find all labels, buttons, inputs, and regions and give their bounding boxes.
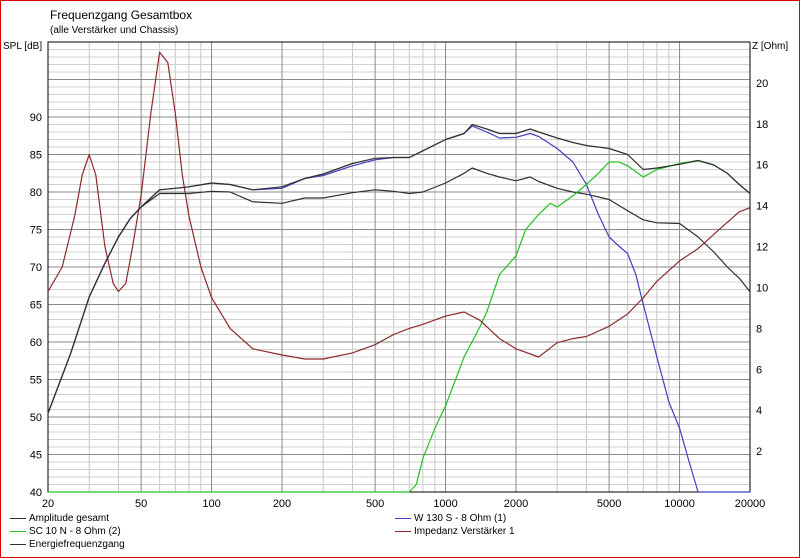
y2-axis-label: Z [Ohm] [752, 41, 789, 52]
legend-item: W 130 S - 8 Ohm (1) [395, 513, 506, 525]
legend-item: Impedanz Verstärker 1 [395, 526, 515, 538]
series-layer [47, 51, 751, 493]
y2-tick-label: 14 [756, 201, 768, 213]
y-tick-label: 65 [30, 300, 42, 312]
y-tick-label: 90 [30, 112, 42, 124]
x-tick-label: 100 [202, 498, 220, 510]
y2-tick-label: 12 [756, 242, 768, 254]
series-line-5 [47, 123, 751, 414]
x-tick-label: 20 [42, 498, 54, 510]
y-tick-label: 40 [30, 487, 42, 499]
series-line-3 [48, 159, 751, 493]
legend-label: Energiefrequenzgang [29, 539, 125, 550]
y-tick-label: 75 [30, 225, 42, 237]
x-tick-label: 10000 [664, 498, 695, 510]
legend-item: Amplitude gesamt [10, 513, 109, 525]
legend-label: SC 10 N - 8 Ohm (2) [29, 526, 121, 537]
series-line-1 [47, 167, 751, 414]
legend-item: Energiefrequenzgang [10, 539, 125, 551]
y-tick-label: 60 [30, 337, 42, 349]
y2-tick-label: 2 [756, 446, 762, 458]
y2-tick-label: 20 [756, 78, 768, 90]
series-line-2 [47, 125, 750, 493]
y-tick-label: 55 [30, 375, 42, 387]
y-tick-label: 85 [30, 150, 42, 162]
legend-label: Impedanz Verstärker 1 [414, 526, 515, 537]
legend-label: Amplitude gesamt [29, 513, 110, 524]
y2-tick-label: 6 [756, 364, 762, 376]
y2-tick-label: 8 [756, 323, 762, 335]
y2-tick-label: 10 [756, 282, 768, 294]
y2-tick-label: 18 [756, 119, 768, 131]
y-axis-label: SPL [dB] [3, 41, 43, 52]
x-tick-label: 5000 [597, 498, 621, 510]
legend-swatch [395, 530, 411, 532]
x-tick-label: 2000 [504, 498, 528, 510]
legend-item: SC 10 N - 8 Ohm (2) [10, 526, 121, 538]
y2-tick-label: 16 [756, 160, 768, 172]
y-tick-label: 80 [30, 187, 42, 199]
y-tick-label: 50 [30, 412, 42, 424]
series-line-4 [47, 51, 751, 360]
chart-title: Frequenzgang Gesamtbox [50, 8, 193, 22]
x-tick-label: 200 [273, 498, 291, 510]
y2-tick-label: 4 [756, 405, 762, 417]
x-tick-label: 1000 [433, 498, 457, 510]
y-tick-label: 70 [30, 262, 42, 274]
legend-swatch [10, 543, 26, 545]
y-tick-label: 45 [30, 450, 42, 462]
legend-swatch [395, 517, 411, 519]
legend-swatch [10, 517, 26, 519]
x-tick-label: 20000 [735, 498, 766, 510]
axis-ticks: 20 50 100 200 500 1000 2000 5000 10000 2000040455… [30, 78, 769, 510]
x-tick-label: 50 [135, 498, 147, 510]
x-tick-label: 500 [366, 498, 384, 510]
legend-label: W 130 S - 8 Ohm (1) [414, 513, 507, 524]
legend-swatch [10, 530, 26, 532]
chart-subtitle: (alle Verstärker und Chassis) [50, 25, 179, 36]
